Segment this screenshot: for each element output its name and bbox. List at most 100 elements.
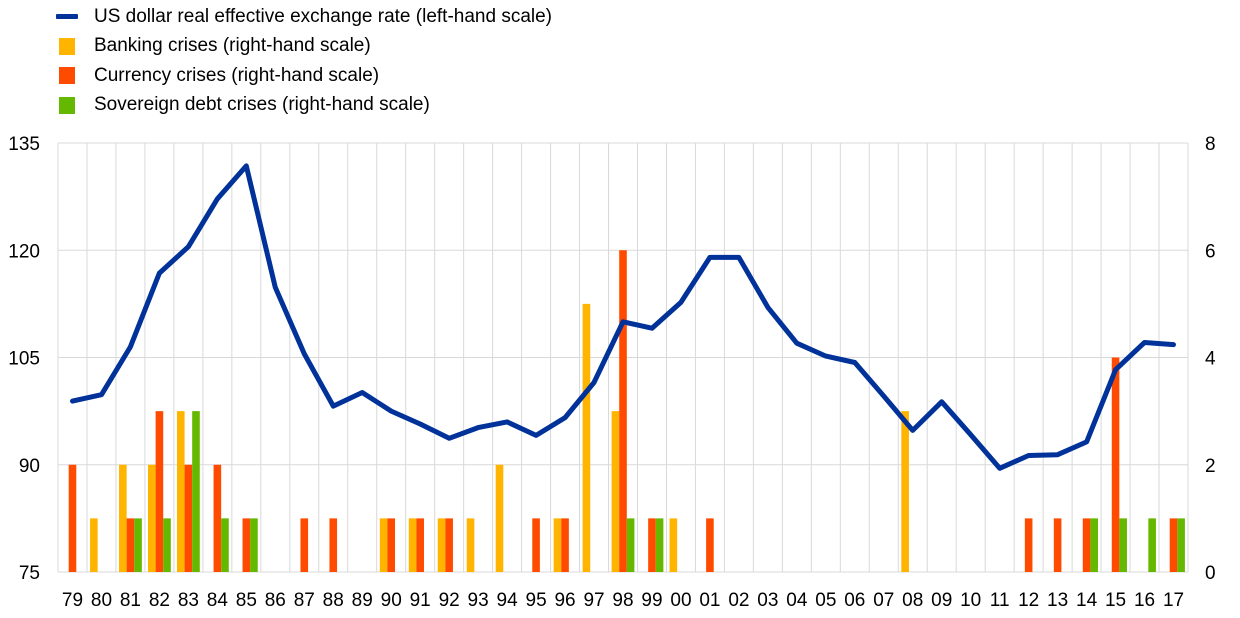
legend-item-currency: Currency crises (right-hand scale) bbox=[56, 61, 552, 91]
series-line-exchange-rate bbox=[70, 163, 1176, 471]
x-axis-tick-label: 86 bbox=[265, 590, 286, 611]
x-axis-tick-label: 96 bbox=[554, 590, 575, 611]
bar-currency bbox=[1082, 518, 1091, 572]
bar-sovereign bbox=[221, 518, 229, 572]
x-axis-tick-label: 91 bbox=[410, 590, 431, 611]
bar-banking bbox=[408, 518, 417, 572]
x-axis-tick-label: 85 bbox=[236, 590, 257, 611]
legend-label-sovereign: Sovereign debt crises (right-hand scale) bbox=[94, 94, 430, 116]
x-axis-tick-label: 16 bbox=[1134, 590, 1155, 611]
left-axis-tick-label: 105 bbox=[8, 349, 40, 370]
bar-banking bbox=[176, 411, 185, 572]
bar-sovereign bbox=[163, 518, 171, 572]
x-axis-tick-label: 95 bbox=[526, 590, 547, 611]
legend-label-currency: Currency crises (right-hand scale) bbox=[94, 64, 380, 86]
bar-banking bbox=[901, 411, 909, 572]
bar-sovereign bbox=[1090, 518, 1098, 572]
bar-currency bbox=[126, 518, 135, 572]
legend-item-sovereign: Sovereign debt crises (right-hand scale) bbox=[56, 91, 552, 121]
bar-currency bbox=[416, 518, 424, 572]
bar-currency bbox=[68, 464, 77, 572]
chart-legend: US dollar real effective exchange rate (… bbox=[56, 2, 552, 120]
x-axis-tick-label: 07 bbox=[873, 590, 894, 611]
x-axis-tick-label: 99 bbox=[641, 590, 662, 611]
bar-currency bbox=[184, 464, 193, 572]
x-axis-tick-label: 89 bbox=[352, 590, 373, 611]
x-axis-tick-label: 01 bbox=[699, 590, 720, 611]
legend-swatch-currency bbox=[59, 67, 75, 85]
x-axis-tick-label: 05 bbox=[815, 590, 836, 611]
x-axis-tick-label: 81 bbox=[120, 590, 141, 611]
exchange-rate-line bbox=[70, 163, 1176, 471]
x-axis-tick-label: 00 bbox=[670, 590, 691, 611]
bar-currency bbox=[1111, 357, 1120, 572]
bar-currency bbox=[1024, 518, 1033, 572]
x-axis-tick-label: 10 bbox=[960, 590, 981, 611]
x-axis-tick-label: 12 bbox=[1018, 590, 1039, 611]
x-axis-tick-label: 15 bbox=[1105, 590, 1126, 611]
x-axis-tick-label: 80 bbox=[91, 590, 112, 611]
chart-grid bbox=[57, 142, 1189, 573]
bar-currency bbox=[387, 518, 396, 572]
bar-banking bbox=[466, 518, 475, 572]
right-axis-tick-label: 6 bbox=[1205, 241, 1216, 262]
x-axis-tick-label: 09 bbox=[931, 590, 952, 611]
crisis-bars bbox=[68, 250, 1185, 572]
bar-banking bbox=[90, 518, 98, 572]
bar-sovereign bbox=[192, 411, 200, 572]
bar-banking bbox=[119, 464, 127, 572]
x-axis-tick-label: 88 bbox=[323, 590, 344, 611]
x-axis-tick-label: 94 bbox=[497, 590, 519, 611]
bar-sovereign bbox=[1148, 518, 1156, 572]
x-axis-tick-label: 11 bbox=[990, 590, 1010, 611]
x-axis-tick-label: 03 bbox=[757, 590, 778, 611]
legend-item-exchange-rate: US dollar real effective exchange rate (… bbox=[56, 2, 552, 32]
bar-sovereign bbox=[1177, 518, 1185, 572]
bar-banking bbox=[379, 518, 388, 572]
x-axis-tick-label: 82 bbox=[149, 590, 170, 611]
x-axis-tick-label: 06 bbox=[844, 590, 865, 611]
left-axis-tick-label: 135 bbox=[8, 134, 40, 155]
bar-banking bbox=[611, 411, 620, 572]
x-axis-tick-label: 90 bbox=[381, 590, 402, 611]
left-axis-tick-label: 75 bbox=[19, 563, 40, 584]
left-axis-tick-label: 90 bbox=[19, 456, 40, 477]
bar-currency bbox=[329, 518, 338, 572]
x-axis-tick-label: 04 bbox=[786, 590, 808, 611]
bar-currency bbox=[1169, 518, 1178, 572]
right-axis-tick-label: 0 bbox=[1205, 563, 1216, 584]
bar-banking bbox=[553, 518, 562, 572]
bar-sovereign bbox=[655, 518, 664, 572]
bar-banking bbox=[582, 303, 591, 572]
legend-label-banking: Banking crises (right-hand scale) bbox=[94, 35, 371, 57]
bar-sovereign bbox=[1119, 518, 1127, 572]
x-axis-tick-label: 83 bbox=[178, 590, 199, 611]
x-axis-tick-label: 98 bbox=[612, 590, 633, 611]
x-axis-tick-label: 02 bbox=[728, 590, 749, 611]
bar-banking bbox=[495, 464, 504, 572]
x-axis-tick-label: 87 bbox=[294, 590, 315, 611]
x-axis-tick-label: 79 bbox=[62, 590, 83, 611]
x-axis-tick-label: 97 bbox=[583, 590, 604, 611]
bar-currency bbox=[561, 518, 569, 572]
legend-swatch-banking bbox=[59, 37, 75, 55]
left-axis-tick-label: 120 bbox=[8, 241, 40, 262]
x-axis-tick-label: 13 bbox=[1047, 590, 1068, 611]
x-axis-tick-label: 08 bbox=[902, 590, 923, 611]
x-axis-tick-label: 17 bbox=[1163, 590, 1184, 611]
right-axis-tick-label: 2 bbox=[1205, 456, 1216, 477]
bar-currency bbox=[532, 518, 540, 572]
right-axis-tick-label: 8 bbox=[1205, 134, 1216, 155]
bar-banking bbox=[437, 518, 446, 572]
right-axis-tick-label: 4 bbox=[1205, 349, 1216, 370]
x-axis-tick-label: 84 bbox=[207, 590, 229, 611]
legend-label-exchange-rate: US dollar real effective exchange rate (… bbox=[94, 5, 553, 27]
bar-banking bbox=[148, 464, 156, 572]
bar-sovereign bbox=[250, 518, 258, 572]
bar-currency bbox=[300, 518, 309, 572]
bar-currency bbox=[1053, 518, 1062, 572]
bar-currency bbox=[242, 518, 251, 572]
x-axis-tick-label: 92 bbox=[439, 590, 460, 611]
